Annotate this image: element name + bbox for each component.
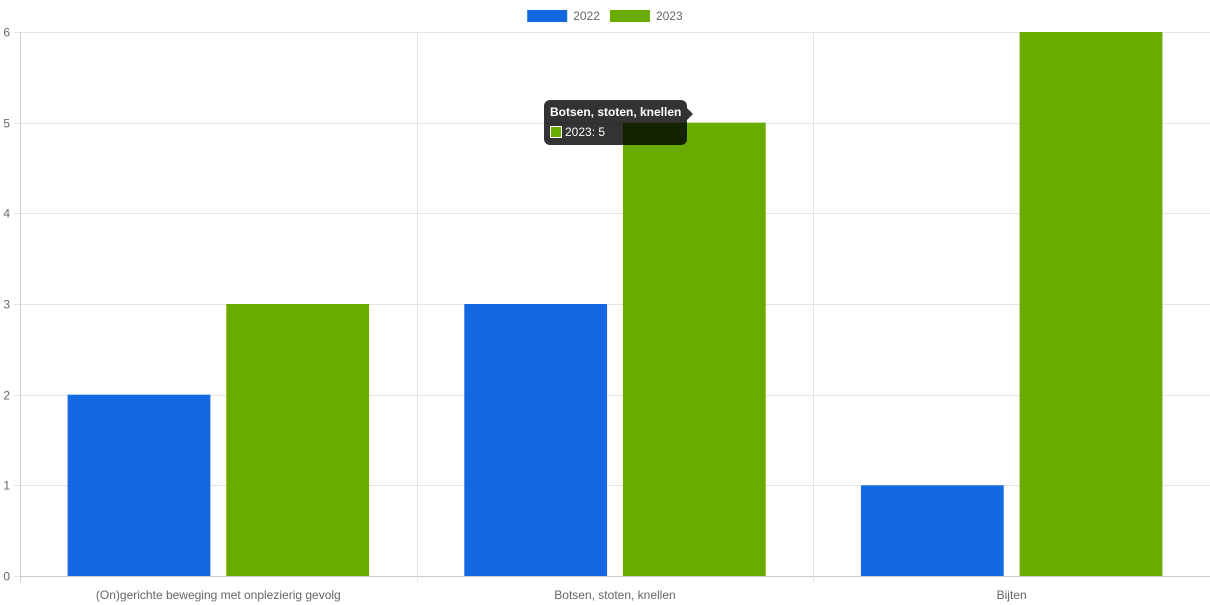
y-tick-label: 2 (3, 389, 10, 403)
tooltip-row: 2023: 5 (550, 125, 681, 139)
y-tick-label: 4 (3, 207, 10, 221)
bars (67, 32, 1163, 577)
legend-swatch-2022[interactable] (527, 10, 568, 22)
x-tick-label: (On)gerichte beweging met onplezierig ge… (96, 588, 341, 602)
y-axis-tick-labels: 0 1 2 3 4 5 6 (3, 26, 10, 584)
tooltip-swatch (550, 126, 562, 138)
bar-2022-1[interactable] (464, 304, 608, 576)
tooltip: Botsen, stoten, knellen 2023: 5 (544, 100, 694, 145)
y-tick-label: 3 (3, 298, 10, 312)
legend-label-2022[interactable]: 2022 (573, 9, 600, 23)
legend[interactable]: 2022 2023 (527, 9, 683, 23)
y-tick-label: 0 (3, 570, 10, 584)
x-tick-label: Botsen, stoten, knellen (554, 588, 675, 602)
x-tick-label: Bijten (997, 588, 1027, 602)
x-axis-tick-labels: (On)gerichte beweging met onplezierig ge… (96, 588, 1027, 602)
bar-2022-2[interactable] (860, 485, 1004, 576)
legend-swatch-2023[interactable] (610, 10, 650, 22)
tooltip-text: 2023: 5 (565, 125, 606, 139)
y-tick-label: 5 (3, 117, 10, 131)
bar-2023-2[interactable] (1019, 32, 1163, 576)
legend-label-2023[interactable]: 2023 (656, 9, 683, 23)
y-tick-label: 1 (3, 479, 10, 493)
grid-lines (14, 32, 1210, 582)
bar-2022-0[interactable] (67, 394, 211, 576)
y-tick-label: 6 (3, 26, 10, 40)
bar-2023-1[interactable] (622, 122, 766, 577)
tooltip-title: Botsen, stoten, knellen (550, 105, 682, 119)
bar-2023-0[interactable] (226, 304, 370, 576)
